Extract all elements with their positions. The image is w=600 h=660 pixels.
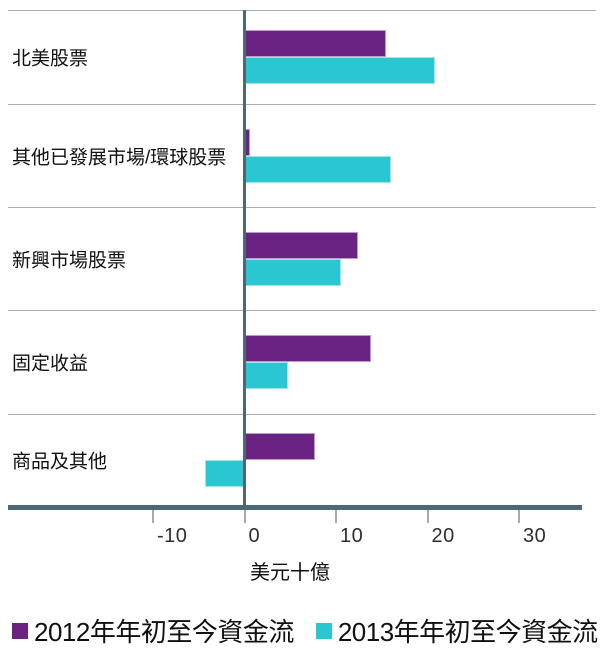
bar-2013 [244,362,289,389]
zero-axis-line [243,10,246,510]
category-label: 固定收益 [12,353,89,375]
x-axis-tick [152,510,154,523]
bar-2012 [244,30,387,57]
gridline [8,310,596,311]
legend: 2012年年初至今資金流 2013年年初至今資金流 [12,612,598,649]
x-axis-tick-label: 0 [248,525,261,547]
category-label: 新興市場股票 [12,250,127,271]
bar-2013 [244,155,391,183]
x-axis-tick [518,510,520,523]
category-label: 商品及其他 [12,451,108,472]
legend-swatch-2013 [315,622,332,639]
x-axis-tick-label: 10 [340,525,364,547]
gridline [8,10,596,11]
bar-chart: 北美股票其他已發展市場/環球股票 新興市場股票 固定收益商品及其他 -10 0 10 20… [8,10,596,547]
category-label: 其他已發展市場/環球股票 [12,147,227,168]
x-axis-title: 美元十億 [250,562,330,584]
category-label: 北美股票 [12,48,89,70]
bar-2013 [244,258,341,286]
gridline [8,414,596,415]
x-axis-tick-label: 20 [431,525,455,547]
bar-2012 [244,432,315,460]
bar-2012 [244,335,371,362]
bar-2013 [244,57,435,84]
x-axis-tick-label: 30 [523,525,547,547]
gridline [8,104,596,105]
x-axis-tick [335,510,337,523]
gridline [8,207,596,208]
legend-entry-2013: 2013年年初至今資金流 [315,612,598,649]
legend-label-2012: 2012年年初至今資金流 [34,617,294,647]
legend-label-2013: 2013年年初至今資金流 [337,617,598,647]
bar-2012 [244,231,358,259]
x-axis-baseline [8,505,582,510]
x-axis-tick [243,510,246,523]
legend-entry-2012: 2012年年初至今資金流 [12,612,294,649]
x-axis-tick [426,510,429,523]
bar-2013 [205,459,245,487]
legend-swatch-2012 [12,622,28,639]
x-axis-tick-label: -10 [157,525,188,547]
